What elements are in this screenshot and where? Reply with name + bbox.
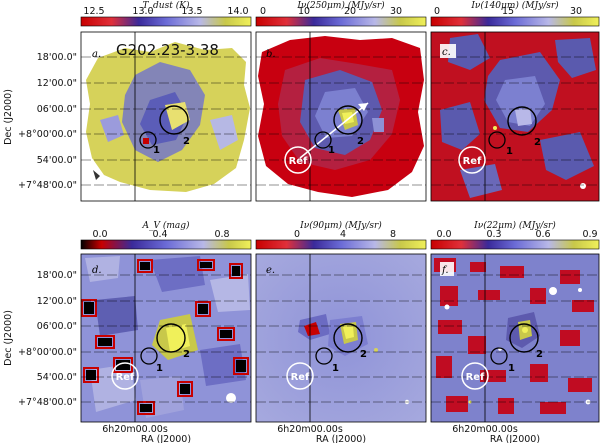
colorbar-title-f: Iν(22μm) (MJy/sr) [473, 220, 556, 231]
region-label-1: 1 [332, 363, 339, 374]
colorbar-a: T_dust (K) 12.5 13.0 13.5 14.0 [80, 0, 252, 27]
region-label-1: 1 [153, 145, 160, 156]
panel-c: Ref 2 1 c. [430, 31, 600, 202]
dec-tick: 06'00.0" [37, 104, 77, 115]
colorbar-title-e: Iν(90μm) (MJy/sr) [299, 220, 382, 231]
cb-tick: 4 [340, 229, 346, 240]
cb-tick: 12.5 [83, 6, 104, 17]
region-label-2: 2 [360, 349, 367, 360]
cb-tick: 10 [298, 6, 310, 17]
panel-label-c: c. [442, 47, 451, 58]
cb-tick: 0.3 [486, 229, 501, 240]
ref-label: Ref [116, 372, 135, 383]
cb-tick: 0 [260, 6, 266, 17]
colorbar-c: Iν(140μm) (MJy/sr) 0 15 30 [430, 0, 600, 27]
x-axis-label: RA (J2000) [316, 434, 366, 443]
cb-tick: 0 [294, 229, 300, 240]
cb-tick: 0.0 [436, 229, 451, 240]
y-axis-bottom: 18'00.0" 12'00.0" 06'00.0" +8°00'00.0" 5… [3, 270, 77, 408]
ref-label: Ref [463, 156, 482, 167]
region-label-1: 1 [508, 363, 515, 374]
region-label-2: 2 [534, 137, 541, 148]
cb-tick: 30 [570, 6, 582, 17]
y-axis-top: 18'00.0" 12'00.0" 06'00.0" +8°00'00.0" 5… [3, 52, 77, 191]
region-label-1: 1 [156, 363, 163, 374]
dec-tick: +7°48'00.0" [18, 180, 77, 191]
panel-a: 2 1 a. G202.23-3.38 [80, 31, 252, 202]
y-axis-label: Dec (J2000) [3, 310, 14, 366]
y-axis-label: Dec (J2000) [3, 89, 14, 145]
x-axis: 6h20m00.00s 6h20m00.00s 6h20m00.00s RA (… [102, 424, 540, 443]
dec-tick: 06'00.0" [37, 321, 77, 332]
colorbar-title-c: Iν(140μm) (MJy/sr) [470, 0, 559, 11]
region-label-2: 2 [357, 136, 364, 147]
field-name: G202.23-3.38 [116, 41, 219, 59]
cb-tick: 0.0 [92, 229, 107, 240]
region-label-2: 2 [536, 349, 543, 360]
cb-tick: 0.9 [582, 229, 597, 240]
panel-label-d: d. [92, 265, 102, 276]
region-label-2: 2 [183, 136, 190, 147]
colorbar-title-d: A_V (mag) [141, 220, 190, 231]
panel-label-a: a. [92, 49, 101, 60]
dec-tick: +8°00'00.0" [18, 129, 77, 140]
cb-tick: 0.8 [214, 229, 229, 240]
cb-tick: 20 [344, 6, 356, 17]
dec-tick: 18'00.0" [37, 270, 77, 281]
panel-label-f: f. [441, 265, 449, 276]
colorbar-title-a: T_dust (K) [143, 0, 190, 11]
dec-tick: +8°00'00.0" [18, 347, 77, 358]
colorbar-title-b: Iν(250μm) (MJy/sr) [296, 0, 385, 11]
cb-tick: 13.5 [181, 6, 202, 17]
ra-tick: 6h20m00.00s [102, 424, 168, 435]
cb-tick: 14.0 [227, 6, 248, 17]
dec-tick: 54'00.0" [37, 372, 77, 383]
x-axis-label: RA (J2000) [141, 434, 191, 443]
cb-tick: 13.0 [132, 6, 153, 17]
dec-tick: 18'00.0" [37, 52, 77, 63]
panel-d: Ref 2 1 d. [80, 253, 252, 423]
ref-label: Ref [289, 156, 308, 167]
panel-label-b: b. [266, 49, 276, 60]
colorbar-b: Iν(250μm) (MJy/sr) 0 10 20 30 [255, 0, 427, 27]
ra-tick: 6h20m00.00s [452, 424, 518, 435]
ref-label: Ref [466, 372, 485, 383]
region-label-2: 2 [183, 349, 190, 360]
cb-tick: 0 [434, 6, 440, 17]
colorbar-d: A_V (mag) 0.0 0.4 0.8 [80, 220, 252, 250]
cb-tick: 8 [390, 229, 396, 240]
cb-tick: 0.6 [535, 229, 550, 240]
panel-b: Ref 2 1 b. [255, 31, 427, 202]
region-label-1: 1 [328, 145, 335, 156]
ref-label: Ref [291, 372, 310, 383]
dec-tick: 54'00.0" [37, 155, 77, 166]
panel-e: Ref 2 1 e. [255, 253, 427, 423]
dec-tick: 12'00.0" [37, 296, 77, 307]
region-label-1: 1 [506, 146, 513, 157]
ra-tick: 6h20m00.00s [277, 424, 343, 435]
panel-label-e: e. [266, 265, 275, 276]
panel-f: Ref 2 1 f. [430, 253, 600, 423]
cb-tick: 0.4 [152, 229, 167, 240]
cb-tick: 15 [502, 6, 514, 17]
cb-tick: 30 [390, 6, 402, 17]
colorbar-e: Iν(90μm) (MJy/sr) 0 4 8 [255, 220, 427, 250]
dec-tick: +7°48'00.0" [18, 397, 77, 408]
x-axis-label: RA (J2000) [490, 434, 540, 443]
dec-tick: 12'00.0" [37, 78, 77, 89]
colorbar-f: Iν(22μm) (MJy/sr) 0.0 0.3 0.6 0.9 [430, 220, 600, 250]
